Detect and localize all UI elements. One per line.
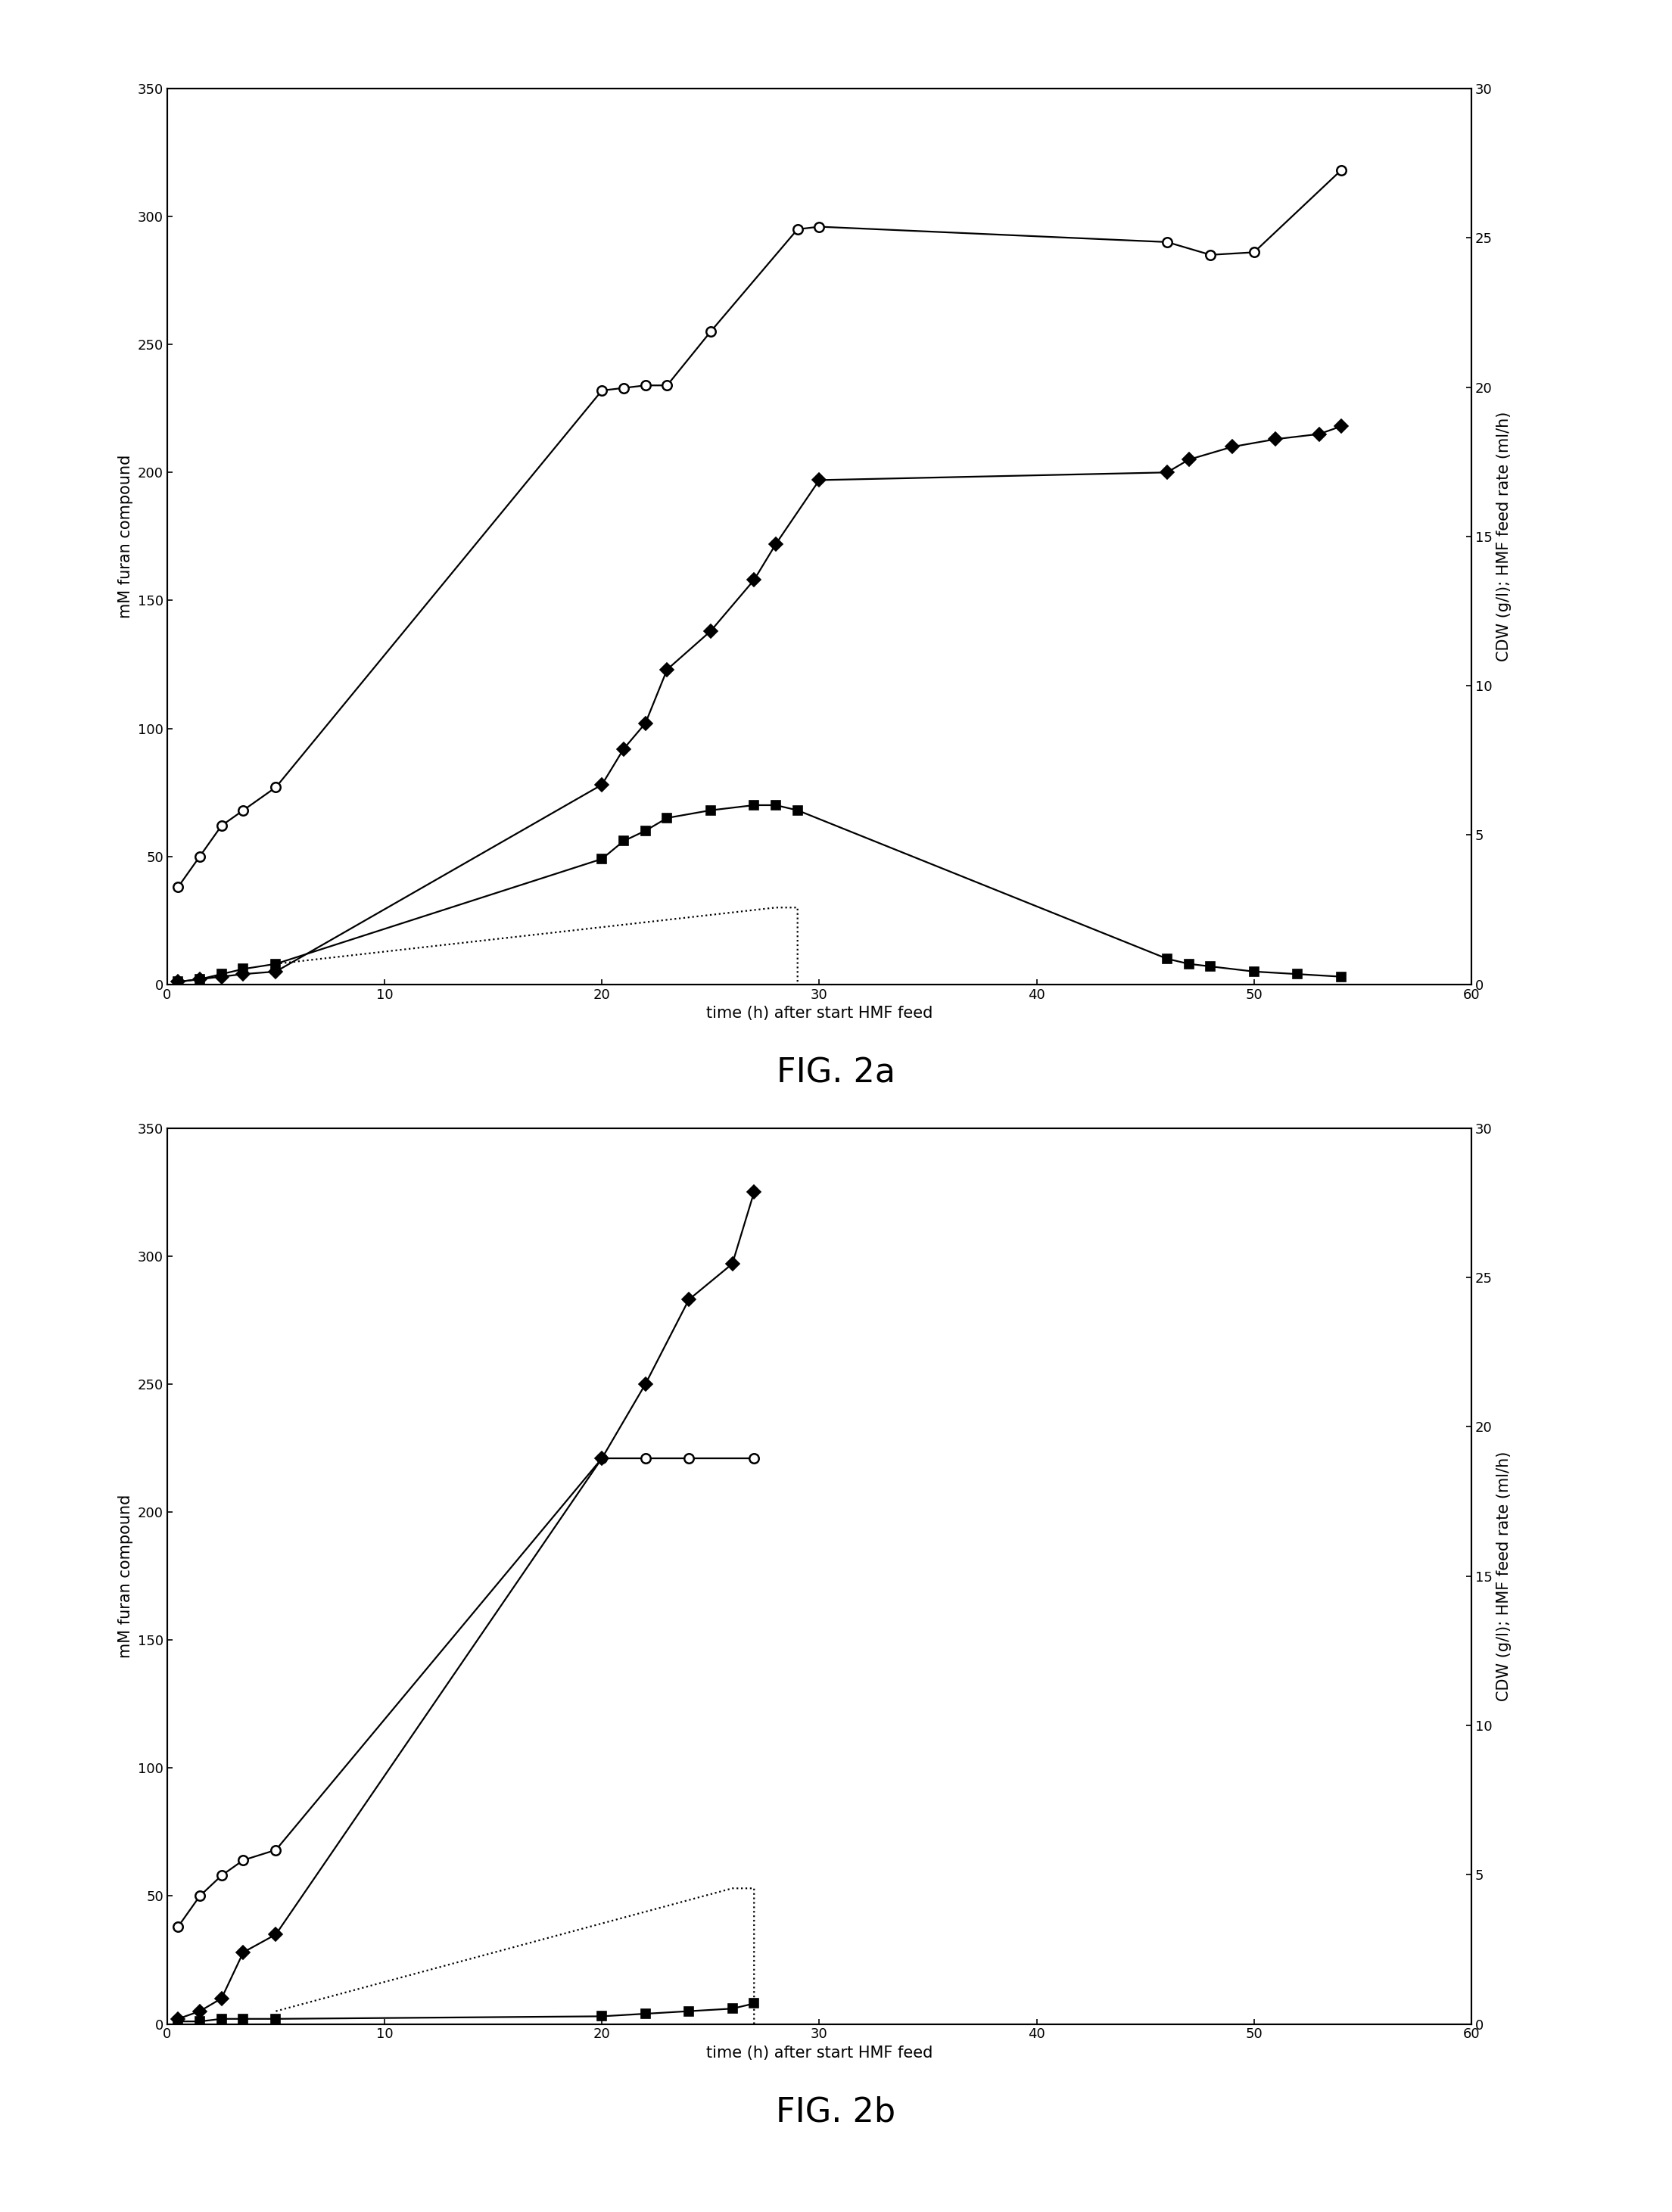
- Y-axis label: mM furan compound: mM furan compound: [119, 453, 134, 619]
- Text: FIG. 2a: FIG. 2a: [776, 1057, 896, 1088]
- Y-axis label: CDW (g/l); HMF feed rate (ml/h): CDW (g/l); HMF feed rate (ml/h): [1496, 411, 1511, 661]
- Y-axis label: mM furan compound: mM furan compound: [119, 1493, 134, 1659]
- Y-axis label: CDW (g/l); HMF feed rate (ml/h): CDW (g/l); HMF feed rate (ml/h): [1496, 1451, 1511, 1701]
- X-axis label: time (h) after start HMF feed: time (h) after start HMF feed: [706, 2046, 933, 2062]
- X-axis label: time (h) after start HMF feed: time (h) after start HMF feed: [706, 1006, 933, 1022]
- Text: FIG. 2b: FIG. 2b: [776, 2097, 896, 2128]
